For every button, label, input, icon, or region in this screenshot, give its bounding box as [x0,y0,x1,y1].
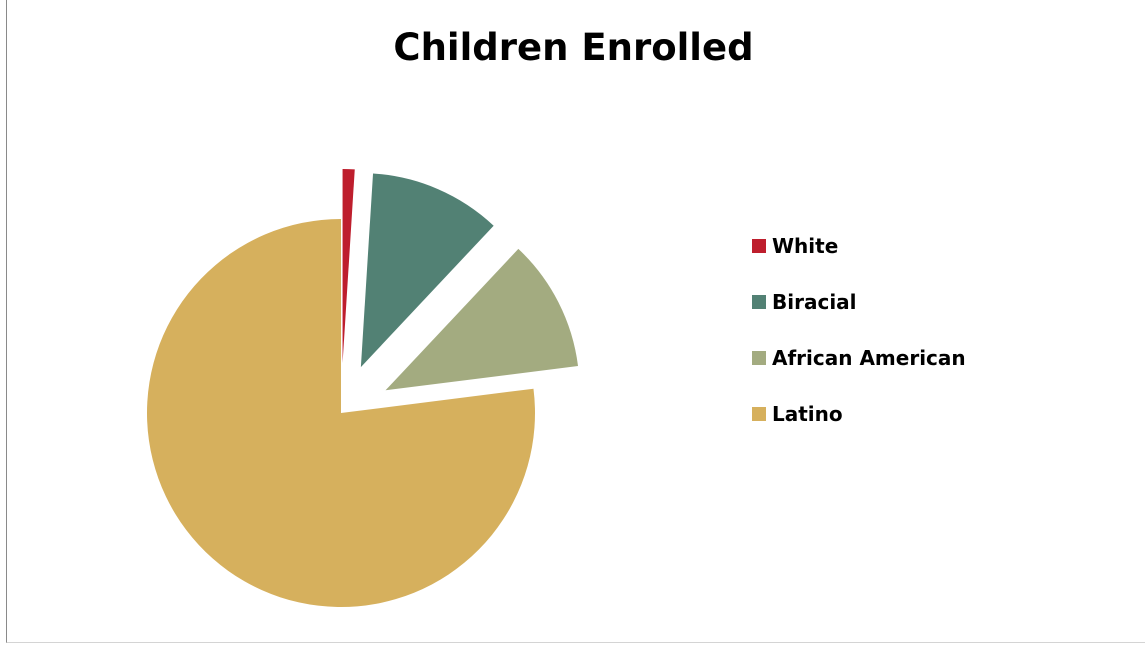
legend-label: African American [772,346,966,370]
chart-legend: White Biracial African American Latino [752,232,966,456]
legend-label: White [772,234,839,258]
chart-title: Children Enrolled [393,26,754,69]
legend-swatch [752,351,766,365]
legend-swatch [752,239,766,253]
legend-label: Biracial [772,290,857,314]
pie-slice-latino [146,219,535,607]
chart-frame [6,0,1145,643]
pie-chart [146,169,579,607]
pie-slice-african-american [385,248,579,391]
pie-slice-biracial [360,173,494,368]
legend-label: Latino [772,402,843,426]
legend-item-white: White [752,232,966,260]
legend-item-latino: Latino [752,400,966,428]
legend-swatch [752,407,766,421]
pie-slice-white [342,169,355,364]
legend-item-biracial: Biracial [752,288,966,316]
legend-item-african-american: African American [752,344,966,372]
legend-swatch [752,295,766,309]
